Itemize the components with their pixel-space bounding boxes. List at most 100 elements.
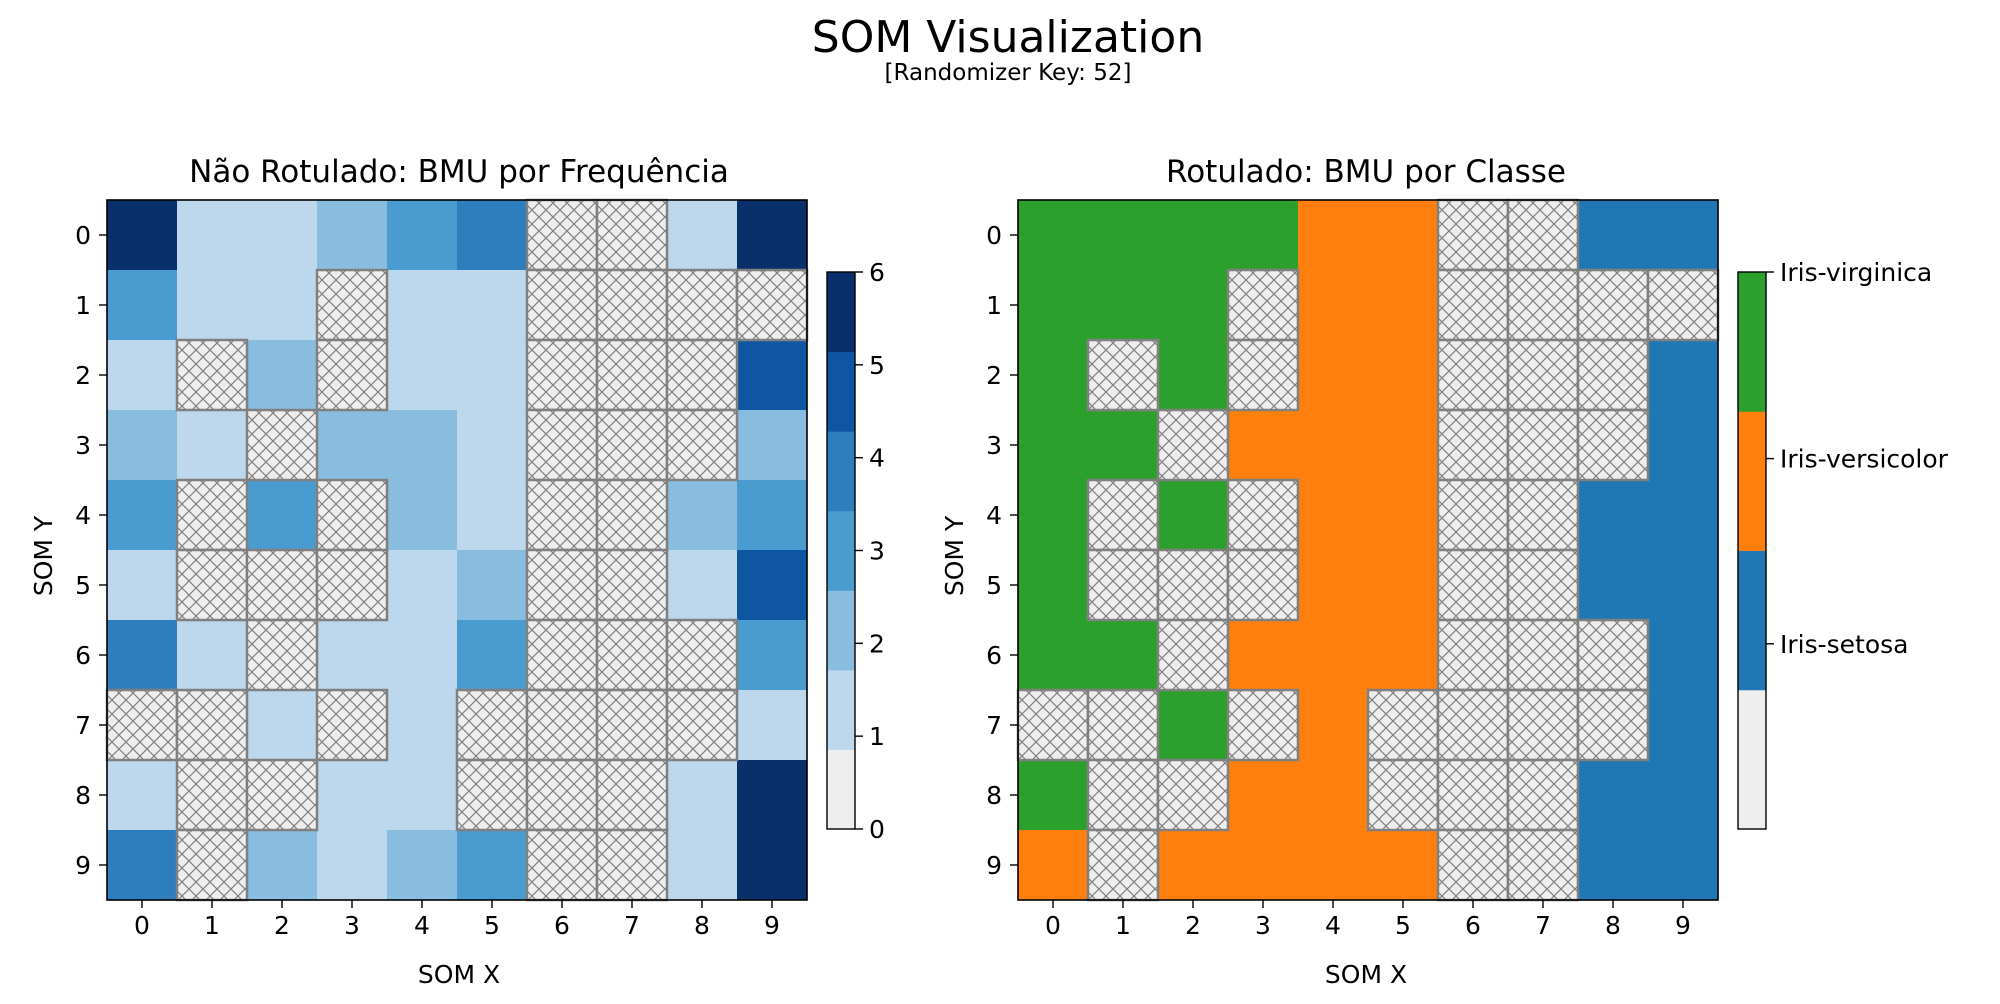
heatmap-cell-empty bbox=[1506, 548, 1580, 622]
heatmap-cell-empty bbox=[1506, 478, 1580, 552]
y-tick-label: 7 bbox=[75, 711, 91, 740]
heatmap-cell bbox=[317, 410, 387, 480]
heatmap-cell bbox=[247, 200, 317, 270]
heatmap-cell-empty bbox=[175, 548, 249, 622]
heatmap-cell-empty bbox=[1436, 618, 1510, 692]
colorbar-tick-label: 6 bbox=[869, 258, 885, 287]
heatmap-cell bbox=[1158, 270, 1228, 340]
heatmap-cell bbox=[107, 760, 177, 830]
heatmap-cell-empty bbox=[525, 338, 599, 412]
heatmap-cell bbox=[1298, 410, 1368, 480]
heatmap-cell bbox=[387, 480, 457, 550]
heatmap-cell bbox=[107, 830, 177, 900]
heatmap-cell bbox=[737, 760, 807, 830]
heatmap-cell-empty bbox=[1506, 618, 1580, 692]
heatmap-cell bbox=[317, 830, 387, 900]
heatmap-cell-empty bbox=[1506, 268, 1580, 342]
heatmap-cell bbox=[1648, 550, 1718, 620]
x-tick-label: 8 bbox=[694, 911, 710, 940]
heatmap-cell bbox=[1018, 620, 1088, 690]
heatmap-cell bbox=[1158, 200, 1228, 270]
heatmap-cell bbox=[667, 760, 737, 830]
heatmap-cell bbox=[1578, 760, 1648, 830]
chart-class-heatmap: Rotulado: BMU por Classe SOM X SOM Y 0 1 2… bbox=[940, 154, 1949, 989]
x-tick-label: 2 bbox=[1185, 911, 1201, 940]
heatmap-cell-empty bbox=[245, 408, 319, 482]
x-tick-label: 6 bbox=[554, 911, 570, 940]
heatmap-cell bbox=[1158, 690, 1228, 760]
heatmap-cell-empty bbox=[1436, 758, 1510, 832]
heatmap-cell bbox=[737, 690, 807, 760]
heatmap-cell bbox=[737, 480, 807, 550]
heatmap-cell bbox=[667, 480, 737, 550]
heatmap-cell bbox=[387, 270, 457, 340]
colorbar-segment bbox=[1738, 272, 1766, 412]
heatmap-cell bbox=[667, 830, 737, 900]
heatmap-cell-empty bbox=[1576, 338, 1650, 412]
heatmap-cell-empty bbox=[595, 198, 669, 272]
heatmap-cell bbox=[737, 200, 807, 270]
heatmap-cell bbox=[107, 550, 177, 620]
heatmap-cell bbox=[1158, 340, 1228, 410]
heatmap-cell-empty bbox=[315, 478, 389, 552]
heatmap-cell-empty bbox=[1506, 828, 1580, 902]
heatmap-cell bbox=[1298, 760, 1368, 830]
x-tick-label: 7 bbox=[624, 911, 640, 940]
heatmap-cell-empty bbox=[525, 758, 599, 832]
heatmap-cell bbox=[1578, 830, 1648, 900]
x-tick-label: 7 bbox=[1535, 911, 1551, 940]
heatmap-cell bbox=[387, 550, 457, 620]
heatmap-cell bbox=[1368, 270, 1438, 340]
heatmap-cell bbox=[1368, 200, 1438, 270]
heatmap-cell bbox=[667, 200, 737, 270]
colorbar-segment bbox=[827, 431, 855, 512]
heatmap-cell bbox=[1018, 550, 1088, 620]
y-tick-label: 2 bbox=[75, 361, 91, 390]
chart-right-ticks: 0 1 2 3 4 5 6 7 8 9 0 1 2 3 4 5 6 7 8 9 bbox=[986, 221, 1691, 940]
heatmap-cell bbox=[1648, 200, 1718, 270]
figure-subtitle: [Randomizer Key: 52] bbox=[885, 60, 1132, 86]
heatmap-cell bbox=[1158, 830, 1228, 900]
heatmap-cell bbox=[1228, 410, 1298, 480]
heatmap-cell-empty bbox=[665, 408, 739, 482]
heatmap-cell-empty bbox=[175, 758, 249, 832]
heatmap-cell-empty bbox=[315, 548, 389, 622]
heatmap-cell bbox=[1088, 620, 1158, 690]
chart-right-xlabel: SOM X bbox=[1325, 960, 1407, 989]
heatmap-cell-empty bbox=[1576, 688, 1650, 762]
heatmap-cell bbox=[457, 340, 527, 410]
y-tick-label: 6 bbox=[986, 641, 1002, 670]
heatmap-cell bbox=[1368, 410, 1438, 480]
heatmap-cell-empty bbox=[1086, 828, 1160, 902]
colorbar-tick-label: 1 bbox=[869, 722, 885, 751]
heatmap-cell-empty bbox=[1086, 688, 1160, 762]
heatmap-cell-empty bbox=[525, 478, 599, 552]
heatmap-cell-empty bbox=[665, 268, 739, 342]
heatmap-cell bbox=[737, 410, 807, 480]
heatmap-cell bbox=[1648, 410, 1718, 480]
y-tick-label: 0 bbox=[75, 221, 91, 250]
heatmap-cell bbox=[1298, 830, 1368, 900]
heatmap-cell bbox=[1298, 620, 1368, 690]
heatmap-cell-empty bbox=[595, 758, 669, 832]
heatmap-cell bbox=[1578, 200, 1648, 270]
heatmap-cell-empty bbox=[1016, 688, 1090, 762]
heatmap-cell-empty bbox=[245, 618, 319, 692]
heatmap-cell-empty bbox=[1086, 758, 1160, 832]
y-tick-label: 8 bbox=[75, 781, 91, 810]
heatmap-cell-empty bbox=[455, 758, 529, 832]
heatmap-cell bbox=[317, 200, 387, 270]
heatmap-cell-empty bbox=[1436, 688, 1510, 762]
y-tick-label: 2 bbox=[986, 361, 1002, 390]
heatmap-cell-empty bbox=[315, 338, 389, 412]
y-tick-label: 1 bbox=[986, 291, 1002, 320]
heatmap-cell bbox=[1648, 480, 1718, 550]
heatmap-cell-empty bbox=[175, 478, 249, 552]
heatmap-cell bbox=[1228, 760, 1298, 830]
x-tick-label: 3 bbox=[1255, 911, 1271, 940]
heatmap-cell bbox=[737, 340, 807, 410]
heatmap-cell bbox=[457, 200, 527, 270]
heatmap-cell bbox=[1298, 200, 1368, 270]
heatmap-cell bbox=[1018, 200, 1088, 270]
x-tick-label: 9 bbox=[764, 911, 780, 940]
